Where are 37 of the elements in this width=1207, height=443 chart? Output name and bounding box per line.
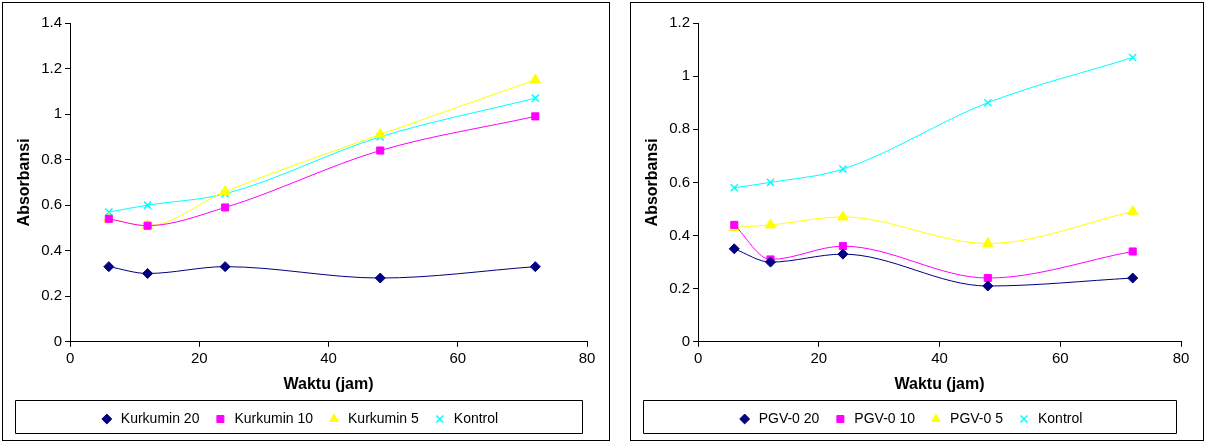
y-tick-label: 0.6 xyxy=(669,172,691,190)
legend-label: PGV-0 10 xyxy=(854,409,916,426)
y-tick-label: 1.2 xyxy=(41,58,63,76)
x-tick-label: 60 xyxy=(449,348,467,366)
legend-label: Kontrol xyxy=(1037,409,1083,426)
y-tick-label: 0.4 xyxy=(669,225,691,243)
y-tick-label: 1 xyxy=(681,66,691,84)
x-tick-label: 40 xyxy=(931,348,948,366)
y-tick-label: 1.4 xyxy=(41,13,63,31)
y-tick-label: 1.2 xyxy=(669,13,691,31)
y-tick-label: 0.2 xyxy=(669,278,691,296)
y-axis-title: Absorbansi xyxy=(15,138,33,227)
x-tick-label: 0 xyxy=(65,348,75,366)
y-tick-label: 0.8 xyxy=(41,149,63,167)
legend-label: Kurkumin 20 xyxy=(120,409,200,426)
y-tick-label: 1 xyxy=(53,104,63,122)
x-tick-label: 0 xyxy=(693,348,703,366)
y-tick-label: 0 xyxy=(681,331,691,349)
x-tick-label: 60 xyxy=(1051,348,1069,366)
legend-label: Kontrol xyxy=(453,409,499,426)
y-tick-label: 0.2 xyxy=(41,286,63,304)
x-axis-title: Waktu (jam) xyxy=(283,374,374,392)
x-tick-label: 80 xyxy=(1172,348,1190,366)
x-axis-title: Waktu (jam) xyxy=(894,374,985,392)
legend-label: PGV-0 20 xyxy=(758,409,820,426)
y-tick-label: 0 xyxy=(53,331,63,349)
legend-label: Kurkumin 10 xyxy=(234,409,314,426)
x-tick-label: 40 xyxy=(320,348,337,366)
x-tick-label: 20 xyxy=(810,348,828,366)
x-tick-label: 20 xyxy=(190,348,208,366)
legend-label: Kurkumin 5 xyxy=(348,409,420,426)
legend-label: PGV-0 5 xyxy=(950,409,1004,426)
y-tick-label: 0.8 xyxy=(669,119,691,137)
x-tick-label: 80 xyxy=(578,348,596,366)
y-tick-label: 0.6 xyxy=(41,195,63,213)
y-axis-title: Absorbansi xyxy=(643,138,661,227)
y-tick-label: 0.4 xyxy=(41,240,63,258)
